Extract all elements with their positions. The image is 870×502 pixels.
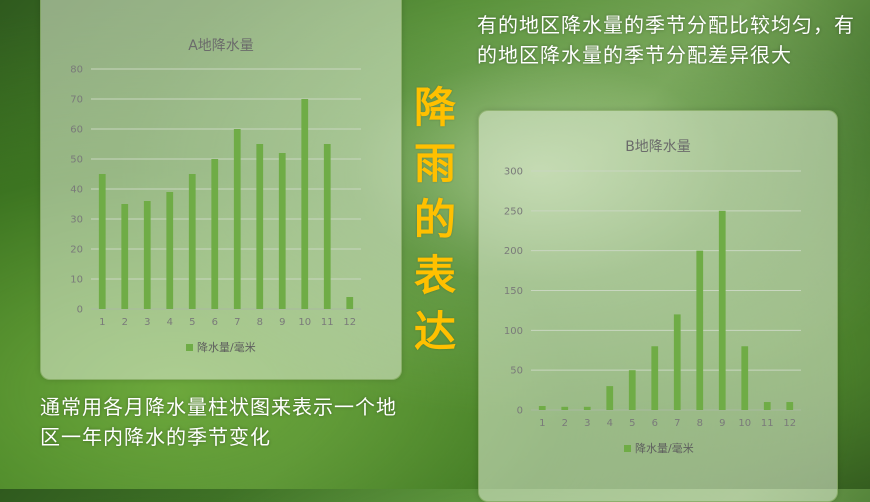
chart-a-bar — [346, 297, 354, 309]
chart-a-legend: 降水量/毫米 — [186, 339, 256, 355]
chart-a-bar — [256, 144, 264, 309]
chart-a-ytick-label: 60 — [70, 125, 83, 136]
chart-b-bar — [606, 386, 614, 410]
main-title-char: 降 — [413, 83, 456, 132]
chart-a-bar — [323, 144, 331, 309]
legend-swatch — [186, 343, 193, 351]
chart-b-xtick-label: 5 — [629, 418, 635, 429]
chart-b-bar — [561, 406, 569, 410]
chart-a-xtick-label: 1 — [99, 317, 105, 328]
chart-b-xtick-label: 12 — [783, 418, 796, 429]
main-title-char: 的 — [413, 195, 456, 244]
chart-a-xtick-label: 7 — [234, 317, 240, 328]
chart-a-xtick-label: 9 — [279, 317, 285, 328]
chart-a-ytick-label: 50 — [70, 155, 83, 166]
chart-a-title: A地降水量 — [188, 38, 254, 54]
chart-a-ytick-label: 20 — [70, 245, 83, 256]
chart-b-bar — [696, 250, 704, 410]
chart-b-ytick-label: 300 — [504, 167, 523, 178]
chart-a-ytick-label: 40 — [70, 185, 83, 196]
chart-a-bar — [166, 192, 174, 309]
chart-a-xtick-label: 11 — [321, 317, 334, 328]
chart-a-panel: A地降水量 0 10 20 30 40 50 60 70 80 1 2 3 4 5 6 7 8 9 10 11 12 降… — [40, 0, 402, 380]
chart-a-ytick-label: 70 — [70, 95, 83, 106]
chart-b-ytick-label: 150 — [504, 286, 523, 297]
chart-a-ytick-label: 10 — [70, 275, 83, 286]
chart-b-title: B地降水量 — [625, 139, 691, 155]
chart-b-xtick-label: 6 — [652, 418, 658, 429]
note-bottom: 通常用各月降水量柱状图来表示一个地区一年内降水的季节变化 — [40, 395, 397, 449]
chart-b-bar — [538, 406, 546, 410]
chart-a-xtick-label: 2 — [122, 317, 128, 328]
chart-b-bar — [786, 402, 794, 410]
chart-a-bar — [211, 159, 219, 309]
legend-swatch — [624, 444, 631, 452]
chart-a-bar — [121, 204, 129, 309]
chart-a-ytick-label: 0 — [77, 305, 83, 316]
chart-a-xtick-label: 6 — [212, 317, 218, 328]
chart-a-bar — [301, 99, 309, 309]
chart-b-xtick-label: 10 — [738, 418, 751, 429]
chart-b-legend: 降水量/毫米 — [624, 440, 694, 456]
chart-b-bar — [763, 402, 771, 410]
chart-b-panel: B地降水量 0 50 100 150 200 250 300 1 2 3 4 5 6 7 8 9 10 11 12 … — [478, 110, 838, 502]
chart-b-xtick-label: 2 — [562, 418, 568, 429]
chart-a-bar — [233, 129, 241, 309]
chart-b-bar — [628, 370, 636, 410]
chart-a-ytick-label: 30 — [70, 215, 83, 226]
chart-b-xtick-label: 11 — [761, 418, 774, 429]
chart-a-legend-label: 降水量/毫米 — [197, 341, 256, 354]
chart-a-bar — [188, 174, 196, 309]
chart-a-bar — [143, 201, 151, 309]
chart-a-xtick-label: 5 — [189, 317, 195, 328]
chart-b-xtick-label: 9 — [719, 418, 725, 429]
note-top: 有的地区降水量的季节分配比较均匀，有的地区降水量的季节分配差异很大 — [477, 13, 855, 67]
chart-b-xtick-label: 3 — [584, 418, 590, 429]
chart-a-xtick-label: 4 — [167, 317, 173, 328]
chart-a-bar — [278, 153, 286, 309]
chart-b-bar — [651, 346, 659, 410]
chart-a-xtick-label: 3 — [144, 317, 150, 328]
chart-b-ytick-label: 200 — [504, 246, 523, 257]
chart-b-bar — [583, 406, 591, 410]
chart-a-bar — [98, 174, 106, 309]
chart-b-ytick-label: 50 — [510, 366, 523, 377]
main-title: 降 雨 的 表 达 — [410, 80, 460, 360]
main-title-char: 达 — [413, 307, 456, 356]
chart-a-xtick-label: 12 — [343, 317, 356, 328]
chart-a-xtick-label: 8 — [257, 317, 263, 328]
chart-b-xtick-label: 1 — [539, 418, 545, 429]
chart-b-ytick-label: 100 — [504, 326, 523, 337]
chart-a-ytick-label: 80 — [70, 65, 83, 76]
chart-b-xtick-label: 7 — [674, 418, 680, 429]
chart-b-bar — [718, 210, 726, 410]
chart-b-ytick-label: 250 — [504, 206, 523, 217]
chart-b-bar — [741, 346, 749, 410]
chart-b-legend-label: 降水量/毫米 — [635, 442, 694, 455]
chart-b-bar — [673, 314, 681, 410]
chart-a-xtick-label: 10 — [298, 317, 311, 328]
main-title-char: 表 — [413, 251, 456, 300]
main-title-char: 雨 — [413, 139, 456, 188]
chart-b-xtick-label: 8 — [697, 418, 703, 429]
chart-b-ytick-label: 0 — [517, 406, 523, 417]
chart-b-xtick-label: 4 — [607, 418, 613, 429]
